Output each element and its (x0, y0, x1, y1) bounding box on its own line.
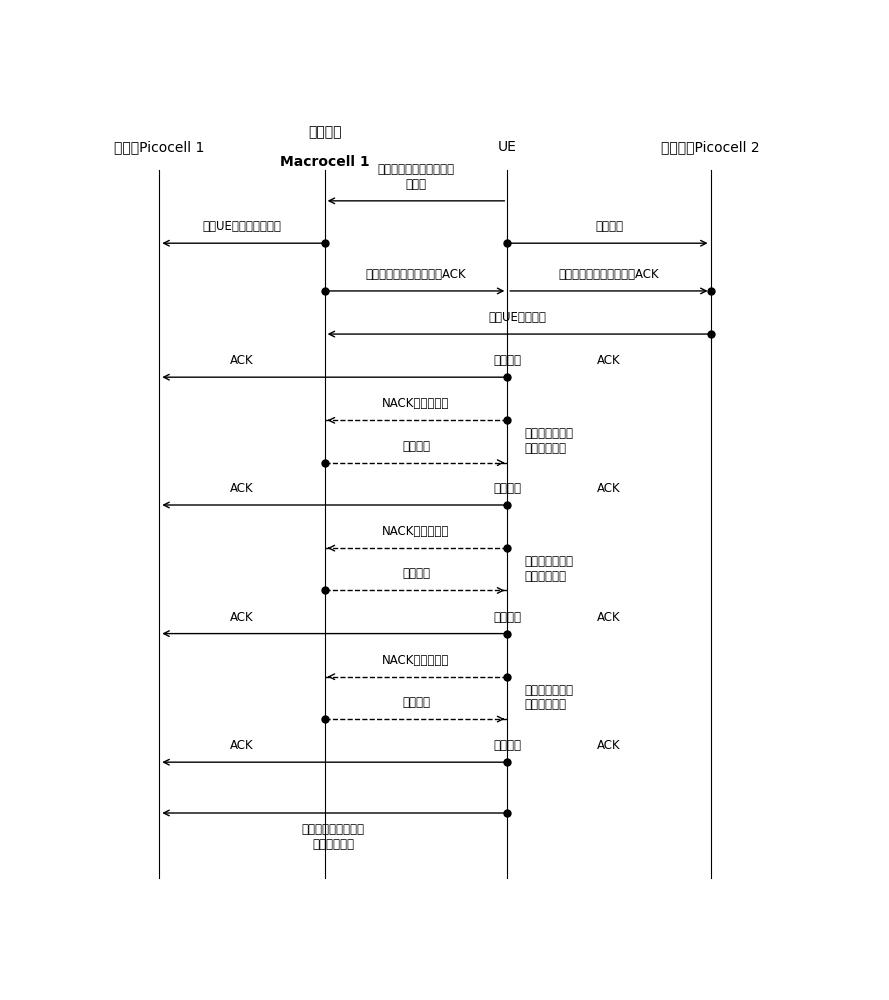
Text: ACK: ACK (597, 611, 621, 624)
Text: 信息重传: 信息重传 (402, 440, 430, 453)
Text: 目标小区Picocell 2: 目标小区Picocell 2 (661, 140, 760, 154)
Text: ACK: ACK (230, 482, 254, 495)
Text: ACK: ACK (597, 354, 621, 367)
Text: 只正确接收源或
目标小区信息: 只正确接收源或 目标小区信息 (525, 684, 573, 712)
Text: ACK: ACK (230, 354, 254, 367)
Text: 服务小区: 服务小区 (308, 125, 341, 139)
Text: 第一次尝试发送允许切换ACK: 第一次尝试发送允许切换ACK (558, 268, 660, 281)
Text: 正确接收: 正确接收 (493, 482, 521, 495)
Text: 第一次尝试发送允许切换ACK: 第一次尝试发送允许切换ACK (365, 268, 467, 281)
Text: NACK，请求重传: NACK，请求重传 (382, 654, 450, 667)
Text: UE: UE (498, 140, 517, 154)
Text: ACK: ACK (230, 739, 254, 752)
Text: 汇报UE的目标小区信息: 汇报UE的目标小区信息 (203, 220, 282, 233)
Text: 正确接收: 正确接收 (493, 739, 521, 752)
Text: 源小区Picocell 1: 源小区Picocell 1 (114, 140, 204, 154)
Text: NACK，请求重传: NACK，请求重传 (382, 397, 450, 410)
Text: 汇报目标小区等信息，请
求切换: 汇报目标小区等信息，请 求切换 (378, 163, 454, 191)
Text: ACK: ACK (230, 611, 254, 624)
Text: NACK，请求重传: NACK，请求重传 (382, 525, 450, 538)
Text: 正确接收: 正确接收 (493, 354, 521, 367)
Text: ACK: ACK (597, 482, 621, 495)
Text: 错误，丢弃数据，开
始下一轮检测: 错误，丢弃数据，开 始下一轮检测 (302, 823, 364, 851)
Text: 正确接收: 正确接收 (493, 611, 521, 624)
Text: 信息重传: 信息重传 (402, 567, 430, 580)
Text: 信息重传: 信息重传 (402, 696, 430, 709)
Text: 请求切换: 请求切换 (595, 220, 623, 233)
Text: ACK: ACK (597, 739, 621, 752)
Text: 允许UE切换信息: 允许UE切换信息 (489, 311, 547, 324)
Text: 只正确接收源或
目标小区信息: 只正确接收源或 目标小区信息 (525, 427, 573, 455)
Text: Macrocell 1: Macrocell 1 (280, 155, 370, 169)
Text: 只正确接收源或
目标小区信息: 只正确接收源或 目标小区信息 (525, 555, 573, 583)
